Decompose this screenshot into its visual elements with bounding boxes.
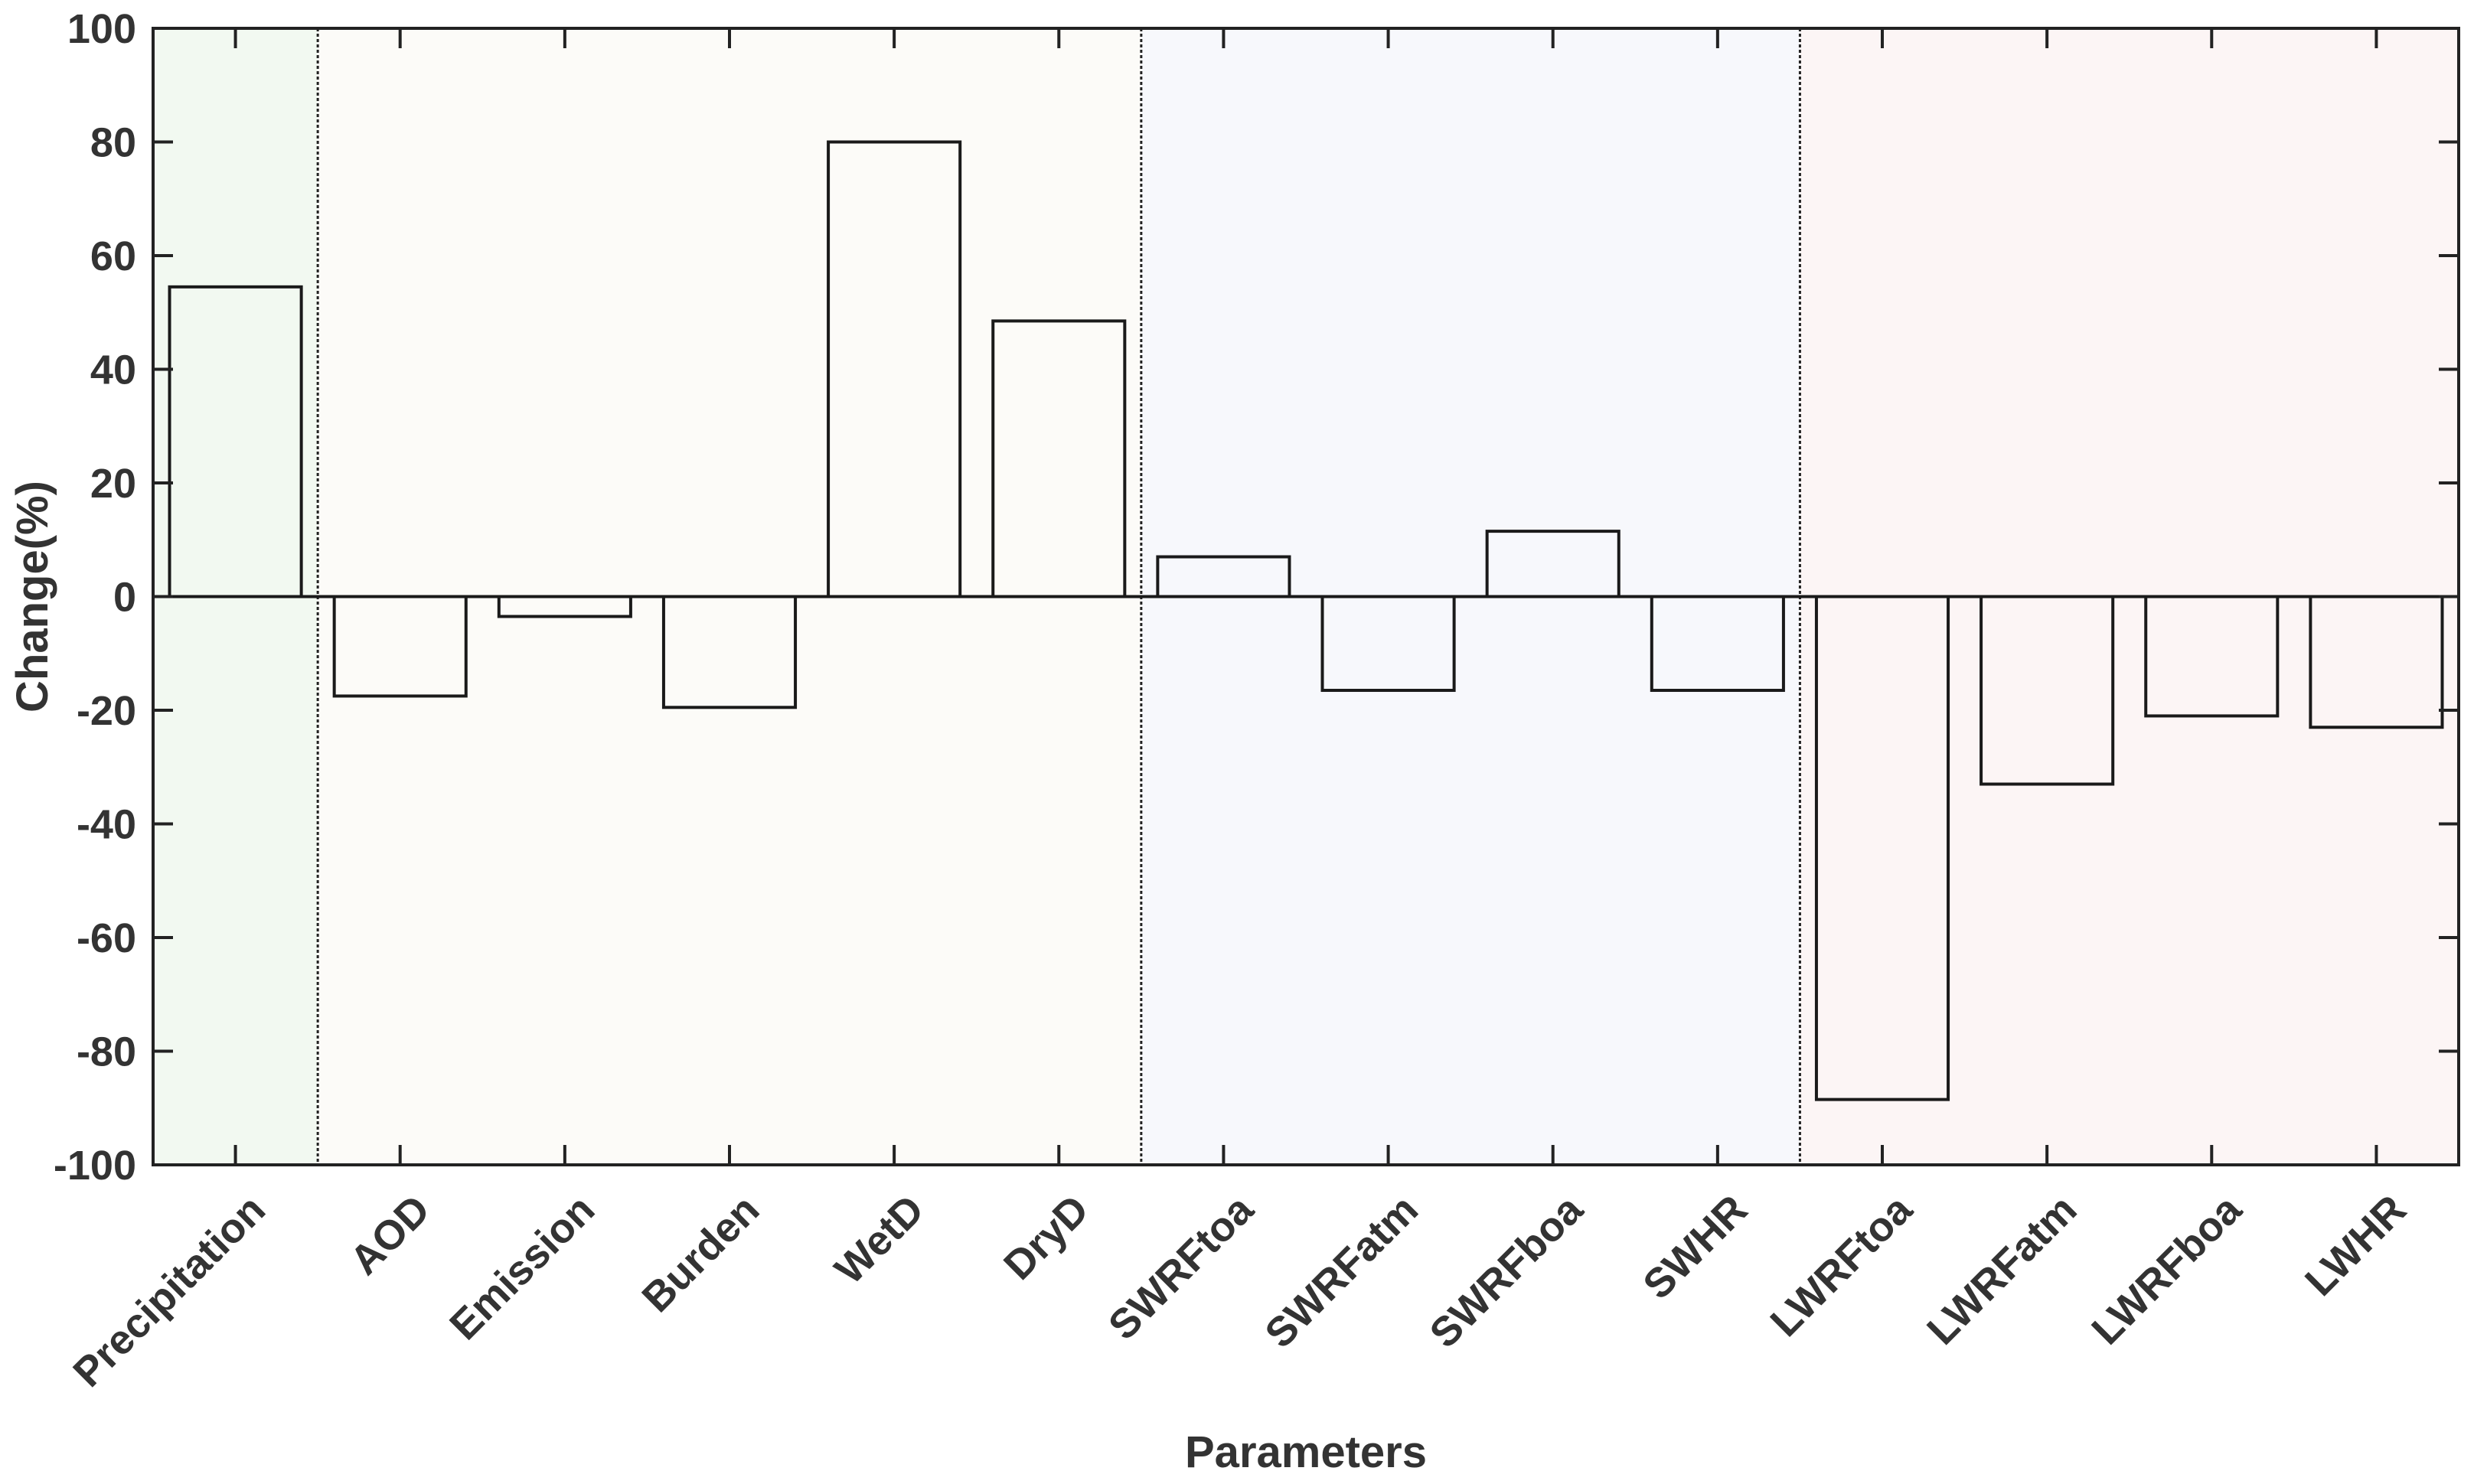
bar-lwrftoa — [1814, 595, 1950, 1101]
x-tick-label-burden: Burden — [633, 1186, 768, 1321]
y-tick-label: 40 — [90, 347, 136, 393]
x-tick-label-dryd: DryD — [995, 1186, 1098, 1289]
bar-swrftoa — [1156, 555, 1291, 598]
bar-swrfboa — [1485, 530, 1621, 598]
y-tick-label: -100 — [54, 1143, 136, 1189]
y-tick-label: -40 — [77, 802, 136, 848]
bar-wetd — [827, 140, 962, 598]
x-tick-label-aod: AOD — [341, 1186, 439, 1283]
y-tick-label: -60 — [77, 915, 136, 961]
y-tick-label: 60 — [90, 233, 136, 279]
x-tick-label-lwhr: LWHR — [2296, 1186, 2415, 1305]
bar-dryd — [991, 319, 1127, 598]
y-tick-label: 20 — [90, 461, 136, 507]
x-tick-label-emission: Emission — [441, 1186, 603, 1349]
bar-aod — [332, 595, 468, 698]
bar-precipitation — [168, 285, 303, 598]
x-tick-label-swrfatm: SWRFatm — [1256, 1186, 1427, 1357]
x-tick-label-lwrfatm: LWRFatm — [1918, 1186, 2085, 1353]
bars — [168, 140, 2444, 1101]
x-tick-label-precipitation: Precipitation — [64, 1186, 274, 1396]
y-axis-title: Change(%) — [8, 481, 57, 713]
bar-swrfatm — [1320, 595, 1456, 693]
x-tick-label-lwrfboa: LWRFboa — [2083, 1186, 2250, 1353]
y-axis-ticks: -100 -80 -60 -40 -20 0 20 40 60 80 100 — [54, 6, 2459, 1189]
bar-emission — [497, 595, 632, 618]
bar-lwrfatm — [1980, 595, 2115, 786]
y-tick-label: -80 — [77, 1029, 136, 1075]
bar-burden — [661, 595, 798, 709]
y-tick-label: -20 — [77, 688, 136, 734]
y-tick-label: 100 — [67, 6, 136, 52]
x-tick-label-swrfboa: SWRFboa — [1421, 1186, 1591, 1356]
x-tick-label-swrftoa: SWRFtoa — [1100, 1186, 1263, 1349]
x-tick-label-lwrftoa: LWRFtoa — [1762, 1186, 1922, 1345]
x-axis-title: Parameters — [1185, 1427, 1427, 1477]
y-tick-label: 80 — [90, 120, 136, 166]
y-tick-label: 0 — [113, 575, 136, 621]
x-tick-label-swhr: SWHR — [1634, 1186, 1756, 1308]
x-tick-label-wetd: WetD — [826, 1186, 932, 1293]
bar-swhr — [1650, 595, 1785, 693]
bar-lwhr — [2309, 595, 2444, 729]
bar-lwrfboa — [2144, 595, 2280, 718]
